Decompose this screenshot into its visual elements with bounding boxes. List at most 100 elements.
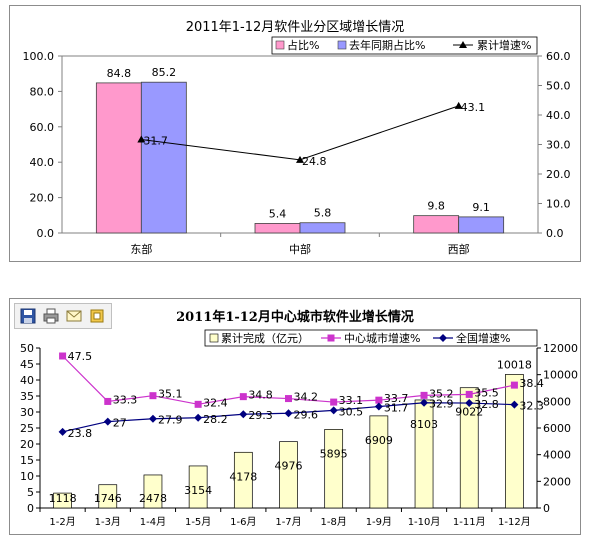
export-icon[interactable]: [88, 307, 106, 325]
line-point: [420, 391, 428, 399]
legend-label: 去年同期占比%: [349, 38, 425, 52]
line-point: [59, 352, 67, 360]
chart-title: 2011年1-12月中心城市软件业增长情况: [176, 310, 414, 325]
legend: 占比% 去年同期占比% 累计增速%: [271, 36, 538, 55]
legend-label: 累计完成（亿元）: [221, 331, 309, 345]
y-right-tick-label: 4000: [543, 449, 571, 462]
legend-label: 占比%: [287, 38, 319, 52]
bar: [140, 81, 187, 234]
x-tick-label: 1-2月: [49, 516, 75, 528]
legend-label: 累计增速%: [477, 38, 531, 52]
y-left-tick-label: 80.0: [30, 85, 55, 98]
x-tick-label: 1-9月: [366, 516, 392, 528]
bar-data-label: 5.8: [314, 207, 332, 220]
line-point: [149, 392, 157, 400]
bar-data-label: 5.4: [269, 207, 287, 220]
line-data-label: 32.4: [203, 396, 228, 409]
line-point: [374, 402, 383, 411]
y-left-tick-label: 10: [20, 470, 34, 483]
x-tick-label: 1-3月: [95, 516, 121, 528]
bar-data-label: 84.8: [107, 67, 132, 80]
x-tick-label: 1-4月: [140, 516, 166, 528]
bar: [188, 465, 208, 509]
y-right-tick-label: 20.0: [546, 168, 571, 181]
y-right-tick-label: 50.0: [546, 80, 571, 93]
bar: [413, 215, 460, 234]
y-right-tick-label: 10000: [543, 369, 578, 382]
bar: [98, 484, 118, 509]
bar-data-label: 9.8: [427, 200, 445, 213]
bar-data-label: 9.1: [472, 201, 490, 214]
x-tick-label: 东部: [130, 242, 152, 256]
y-left-tick-label: 40.0: [30, 156, 55, 169]
y-left-tick-label: 45: [20, 358, 34, 371]
line-point: [285, 395, 292, 403]
bar: [254, 223, 301, 234]
chart-toolbar: [14, 303, 112, 329]
line-point: [296, 155, 304, 163]
city-growth-plot: 0 5 10 15 20 25 30 35 40 45 50 0 2000 4000 6000 8000 100…: [20, 329, 578, 528]
y-left-tick-label: 0: [27, 502, 34, 515]
email-icon-graphic: [66, 310, 82, 322]
line-data-label: 31.7: [143, 134, 168, 147]
bar-data-label: 6909: [365, 434, 393, 447]
x-tick-label: 中部: [289, 242, 311, 256]
line-data-label: 47.5: [68, 350, 93, 363]
line-data-label: 31.7: [384, 402, 409, 415]
y-left-tick-label: 20.0: [30, 192, 55, 205]
bar: [324, 429, 344, 509]
bar: [505, 374, 524, 509]
print-icon[interactable]: [42, 307, 60, 325]
bar-data-label: 4976: [275, 460, 303, 473]
line-point: [148, 414, 157, 423]
bar-data-label: 9022: [455, 406, 483, 419]
line-point: [194, 400, 202, 408]
y-right-tick-label: 2000: [543, 475, 571, 488]
x-tick-label: 1-7月: [275, 516, 301, 528]
y-right-tick-label: 8000: [543, 395, 571, 408]
y-left-tick-label: 5: [27, 486, 34, 499]
bar: [458, 216, 505, 234]
bar: [233, 451, 253, 509]
line-data-label: 32.9: [429, 398, 454, 411]
export-icon-graphic: [90, 309, 104, 323]
bar: [369, 415, 389, 509]
line-point: [329, 406, 338, 415]
line-point: [239, 410, 248, 419]
line-data-label: 33.1: [339, 394, 364, 407]
bar-data-label: 8103: [410, 418, 438, 431]
y-left-tick-label: 25: [20, 422, 34, 435]
y-left-tick-label: 20: [20, 438, 34, 451]
line-point: [510, 381, 518, 389]
x-tick-label: 1-6月: [230, 516, 256, 528]
bar-data-label: 1118: [49, 492, 77, 505]
x-tick-label: 1-8月: [321, 516, 347, 528]
line-point: [103, 417, 112, 426]
bar-data-label: 1746: [94, 492, 122, 505]
legend-label: 中心城市增速%: [344, 331, 420, 345]
line-data-label: 32.3: [519, 400, 544, 413]
legend-box: [204, 329, 538, 347]
line-data-label: 33.7: [384, 392, 409, 405]
legend-swatch: [209, 333, 219, 343]
bar-data-label: 5895: [320, 447, 348, 460]
email-icon[interactable]: [65, 307, 83, 325]
x-tick-label: 1-11月: [453, 516, 486, 528]
bar-data-label: 2478: [139, 492, 167, 505]
bar-data-label: 85.2: [152, 66, 177, 79]
legend-label: 全国增速%: [456, 331, 510, 345]
y-right-tick-label: 0: [543, 502, 550, 515]
save-icon[interactable]: [19, 307, 37, 325]
line-point: [465, 390, 473, 398]
line-point: [194, 413, 203, 422]
line-data-label: 38.4: [519, 377, 544, 390]
legend-swatch: [337, 40, 347, 50]
y-left-tick-label: 15: [20, 454, 34, 467]
line-point: [58, 427, 67, 436]
line-data-label: 35.2: [429, 387, 454, 400]
city-growth-chart: 2011年1-12月中心城市软件业增长情况 0 5 10 15 20 25 30 35 40 45…: [9, 298, 581, 535]
x-tick-label: 1-12月: [498, 516, 531, 528]
line-data-label: 33.3: [113, 393, 138, 406]
line-data-label: 35.5: [474, 386, 499, 399]
y-left-tick-label: 35: [20, 390, 34, 403]
